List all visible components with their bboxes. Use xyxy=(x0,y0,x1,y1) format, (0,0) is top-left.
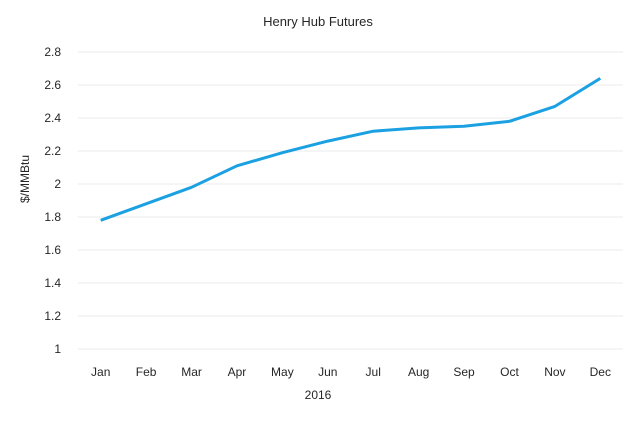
chart-title: Henry Hub Futures xyxy=(263,14,373,29)
x-tick-label: May xyxy=(271,365,294,379)
y-tick-label: 2.6 xyxy=(44,78,61,92)
x-tick-label: Feb xyxy=(136,365,157,379)
x-tick-label: Nov xyxy=(544,365,565,379)
y-tick-label: 1.4 xyxy=(44,276,61,290)
y-tick-label: 2.2 xyxy=(44,144,61,158)
x-tick-label: Jan xyxy=(91,365,110,379)
x-tick-label: Dec xyxy=(590,365,611,379)
x-tick-label: Sep xyxy=(453,365,475,379)
y-tick-label: 1.2 xyxy=(44,309,61,323)
x-axis-label: 2016 xyxy=(304,388,332,402)
x-tick-label: Mar xyxy=(181,365,202,379)
x-tick-label: Oct xyxy=(500,365,519,379)
x-tick-label: Apr xyxy=(228,365,247,379)
x-tick-label: Aug xyxy=(408,365,429,379)
x-tick-label: Jun xyxy=(318,365,337,379)
y-tick-label: 2.8 xyxy=(44,45,61,59)
y-tick-label: 1 xyxy=(54,342,61,356)
y-tick-label: 1.6 xyxy=(44,243,61,257)
series-line xyxy=(100,77,602,222)
y-tick-label: 2.4 xyxy=(44,111,61,125)
y-tick-label: 1.8 xyxy=(44,210,61,224)
x-tick-label: Jul xyxy=(366,365,381,379)
y-tick-label: 2 xyxy=(54,177,61,191)
